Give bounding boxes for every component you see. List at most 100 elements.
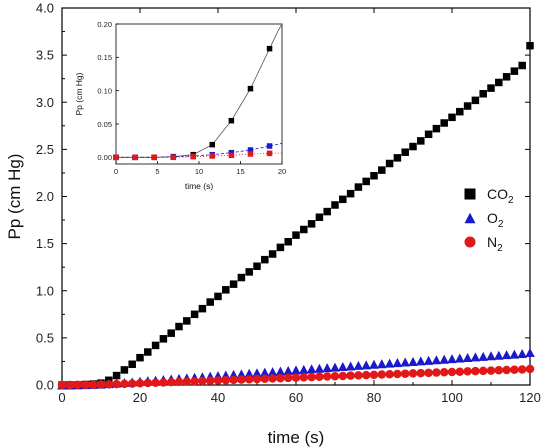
data-point bbox=[479, 90, 487, 98]
data-point bbox=[501, 350, 512, 360]
legend-marker bbox=[464, 188, 476, 200]
data-point bbox=[315, 213, 324, 221]
data-point bbox=[432, 368, 441, 377]
inset-plot: 0 5 10 15 20 0.00 0.05 0.10 0.15 0.20 time (s) P… bbox=[72, 14, 288, 198]
data-point bbox=[112, 379, 121, 389]
data-point bbox=[385, 370, 394, 379]
y-tick-label: 4.0 bbox=[36, 1, 54, 16]
x-tick-label: 40 bbox=[211, 390, 225, 405]
main-plot: 0 20 40 60 80 100 120 0.00.51.01.52.02.53.03.5… bbox=[5, 1, 541, 448]
data-point bbox=[276, 373, 285, 383]
inset-background bbox=[72, 14, 288, 198]
legend-item-CO2: CO2 bbox=[464, 186, 514, 206]
data-point bbox=[471, 366, 480, 376]
inset-y-tick-label: 0.15 bbox=[97, 53, 112, 62]
data-point bbox=[456, 107, 464, 116]
data-point bbox=[159, 378, 168, 387]
data-point bbox=[455, 367, 465, 376]
y-tick-label: 3.0 bbox=[36, 95, 54, 110]
data-point bbox=[494, 366, 504, 375]
data-point bbox=[393, 154, 402, 162]
data-point bbox=[338, 371, 348, 381]
y-tick-label: 2.0 bbox=[36, 189, 54, 204]
data-point bbox=[198, 376, 207, 386]
data-point bbox=[346, 371, 355, 380]
data-point bbox=[510, 365, 519, 374]
data-point bbox=[198, 304, 207, 313]
inset-y-tick-label: 0.20 bbox=[97, 20, 112, 29]
data-point bbox=[112, 371, 121, 380]
data-point bbox=[385, 159, 394, 168]
data-point bbox=[354, 183, 363, 191]
data-point bbox=[73, 380, 82, 390]
x-tick-label: 100 bbox=[441, 390, 463, 405]
data-point bbox=[245, 268, 253, 276]
data-point bbox=[362, 177, 370, 186]
data-point bbox=[369, 370, 379, 380]
data-point bbox=[431, 355, 442, 365]
data-point bbox=[384, 358, 395, 368]
data-point bbox=[159, 335, 168, 343]
data-point bbox=[400, 357, 410, 367]
data-point bbox=[400, 369, 410, 378]
data-point bbox=[275, 366, 286, 376]
data-point bbox=[229, 375, 238, 385]
data-point bbox=[517, 349, 527, 359]
data-point bbox=[417, 137, 425, 145]
data-point bbox=[509, 349, 520, 359]
data-point bbox=[470, 352, 481, 362]
data-point bbox=[345, 361, 356, 371]
inset-series bbox=[113, 23, 283, 161]
data-point bbox=[330, 371, 340, 381]
inset-x-tick-label: 10 bbox=[195, 167, 203, 176]
data-point bbox=[299, 373, 309, 382]
data-point bbox=[361, 370, 371, 380]
data-point bbox=[408, 356, 418, 366]
data-point bbox=[183, 317, 191, 325]
data-point bbox=[463, 367, 472, 376]
data-point bbox=[502, 73, 511, 81]
inset-data-point bbox=[113, 154, 119, 161]
data-point bbox=[323, 207, 331, 216]
x-tick-label: 60 bbox=[289, 390, 303, 405]
data-point bbox=[120, 379, 129, 389]
inset-x-tick-label: 0 bbox=[114, 167, 118, 176]
data-point bbox=[338, 362, 348, 372]
x-tick-label: 0 bbox=[58, 390, 65, 405]
data-point bbox=[214, 292, 222, 301]
data-point bbox=[455, 353, 465, 363]
data-point bbox=[167, 329, 175, 337]
legend-item-N2: N2 bbox=[464, 234, 503, 254]
y-axis-title: Pp (cm Hg) bbox=[5, 154, 24, 240]
data-point bbox=[166, 377, 176, 387]
data-point bbox=[276, 243, 285, 252]
data-point bbox=[136, 353, 144, 362]
data-point bbox=[253, 262, 261, 270]
inset-data-point bbox=[151, 154, 157, 161]
data-point bbox=[307, 372, 316, 382]
data-point bbox=[244, 368, 254, 378]
data-point bbox=[361, 360, 371, 370]
data-point bbox=[377, 370, 387, 379]
y-tick-label: 1.0 bbox=[36, 283, 54, 298]
data-point bbox=[409, 142, 417, 151]
main-x-ticks: 0 20 40 60 80 100 120 bbox=[58, 8, 541, 405]
inset-data-point bbox=[247, 85, 254, 92]
data-point bbox=[526, 41, 534, 50]
data-point bbox=[144, 348, 152, 356]
legend-label: N2 bbox=[487, 234, 503, 254]
inset-data-point bbox=[266, 150, 273, 157]
data-point bbox=[237, 375, 246, 384]
data-point bbox=[377, 359, 387, 369]
data-point bbox=[96, 380, 106, 389]
inset-y-tick-label: 0.10 bbox=[97, 86, 112, 95]
data-point bbox=[525, 364, 535, 374]
data-point bbox=[462, 352, 473, 362]
inset-data-point bbox=[209, 153, 216, 159]
data-point bbox=[393, 369, 402, 379]
data-point bbox=[401, 148, 409, 156]
data-point bbox=[494, 350, 504, 360]
inset-data-point bbox=[228, 117, 235, 124]
x-tick-label: 20 bbox=[133, 390, 147, 405]
inset-data-point bbox=[247, 147, 254, 153]
